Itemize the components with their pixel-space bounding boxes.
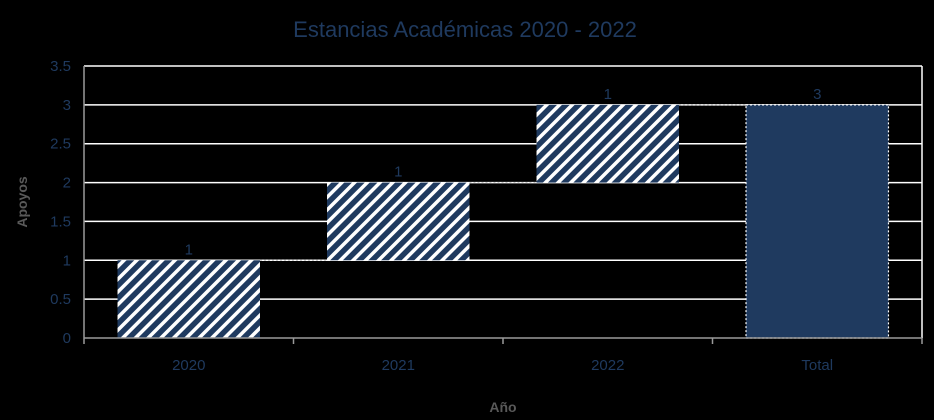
x-tick-label: 2020 <box>172 357 205 374</box>
y-tick-label: 1.5 <box>50 213 71 230</box>
total-bar <box>745 104 890 339</box>
x-axis-title: Año <box>489 399 516 415</box>
y-axis-title: Apoyos <box>14 176 30 228</box>
data-label: 3 <box>813 86 821 103</box>
data-labels: 1 1 1 3 <box>185 86 822 258</box>
increment-bar <box>327 182 470 261</box>
x-tick-label: 2022 <box>591 357 624 374</box>
y-tick-label: 3 <box>63 97 71 114</box>
x-tick-label: 2021 <box>382 357 415 374</box>
data-label: 1 <box>185 241 193 258</box>
y-tick-label: 0.5 <box>50 291 71 308</box>
data-label: 1 <box>394 164 402 181</box>
y-tick-label: 0 <box>63 330 71 347</box>
y-tick-label: 1 <box>63 252 71 269</box>
y-tick-label: 3.5 <box>50 58 71 75</box>
y-tick-label: 2.5 <box>50 136 71 153</box>
axes: 0 0.5 1 1.5 2 2.5 3 3.5 2020 2021 2022 Total <box>50 58 923 374</box>
data-label: 1 <box>604 86 612 103</box>
increment-bar <box>117 260 260 338</box>
bars <box>117 104 890 339</box>
increment-bar <box>536 104 679 183</box>
x-tick-label: Total <box>801 357 833 374</box>
y-tick-label: 2 <box>63 175 71 192</box>
chart-title: Estancias Académicas 2020 - 2022 <box>293 17 637 42</box>
